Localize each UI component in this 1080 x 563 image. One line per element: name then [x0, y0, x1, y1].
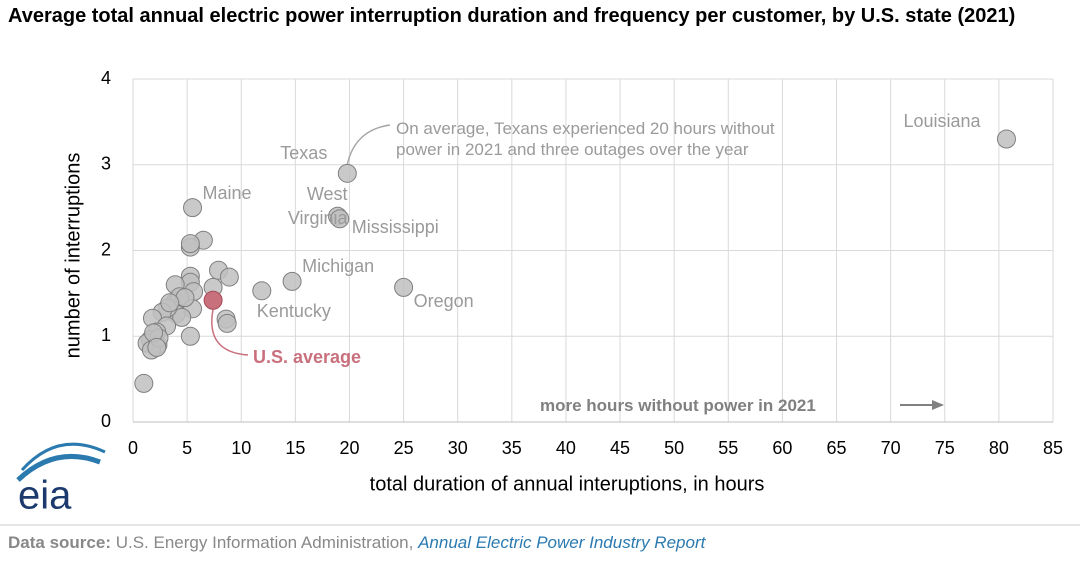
point	[160, 293, 180, 313]
point	[147, 337, 167, 357]
x-tick-label: 10	[231, 438, 251, 458]
source-label: Data source:	[8, 533, 111, 552]
x-tick-label: 75	[935, 438, 955, 458]
point	[183, 198, 203, 218]
point-label: Michigan	[302, 256, 375, 277]
point	[337, 163, 357, 183]
point	[252, 281, 272, 301]
point	[217, 313, 237, 333]
series-label: U.S. average	[253, 347, 362, 367]
point	[996, 129, 1016, 149]
point-label: West Virginia	[287, 184, 348, 229]
x-tick-label: 40	[556, 438, 576, 458]
point	[180, 326, 200, 346]
point	[330, 209, 350, 229]
x-tick-label: 60	[772, 438, 792, 458]
point	[203, 290, 223, 310]
point-label: Oregon	[413, 291, 474, 312]
source-text: U.S. Energy Information Administration,	[115, 533, 414, 552]
y-tick-label: 1	[101, 325, 111, 345]
x-tick-label: 85	[1043, 438, 1063, 458]
callout-line	[346, 124, 391, 165]
y-tick-label: 3	[101, 154, 111, 174]
point	[282, 271, 302, 291]
x-tick-label: 25	[394, 438, 414, 458]
point-label: Texas	[280, 143, 328, 164]
point	[172, 307, 192, 327]
annotation: more hours without power in 2021	[540, 396, 816, 415]
x-tick-label: 30	[448, 438, 468, 458]
x-tick-label: 55	[718, 438, 738, 458]
logo: eia	[18, 474, 72, 518]
point	[180, 234, 200, 254]
chart-title: Average total annual electric power inte…	[8, 5, 1016, 27]
x-tick-label: 15	[285, 438, 305, 458]
logo-swoosh	[16, 453, 101, 482]
point	[219, 267, 239, 287]
x-tick-label: 0	[128, 438, 138, 458]
arrow-head	[932, 400, 944, 410]
point-label: Kentucky	[256, 300, 331, 321]
y-tick-label: 0	[101, 411, 111, 431]
point	[394, 277, 414, 297]
point-label: Maine	[202, 182, 252, 203]
source: Data source: U.S. Energy Information Adm…	[8, 533, 705, 553]
x-tick-label: 70	[881, 438, 901, 458]
y-tick-label: 2	[101, 239, 111, 259]
logo-swoosh	[20, 442, 106, 472]
x-tick-label: 50	[664, 438, 684, 458]
x-axis-label: total duration of annual interuptions, i…	[370, 473, 765, 495]
x-tick-label: 45	[610, 438, 630, 458]
x-tick-label: 20	[339, 438, 359, 458]
x-tick-label: 65	[827, 438, 847, 458]
point	[134, 373, 154, 393]
x-tick-label: 80	[989, 438, 1009, 458]
point-label: Mississippi	[351, 216, 439, 237]
x-tick-label: 5	[182, 438, 192, 458]
point-label: Louisiana	[903, 111, 981, 132]
annotation: On average, Texans experienced 20 hours …	[396, 119, 775, 159]
callout-line	[211, 309, 249, 356]
x-tick-label: 35	[502, 438, 522, 458]
source-link[interactable]: Annual Electric Power Industry Report	[418, 533, 706, 552]
y-axis-label: number of interruptions	[62, 153, 84, 359]
y-tick-label: 4	[101, 68, 111, 88]
